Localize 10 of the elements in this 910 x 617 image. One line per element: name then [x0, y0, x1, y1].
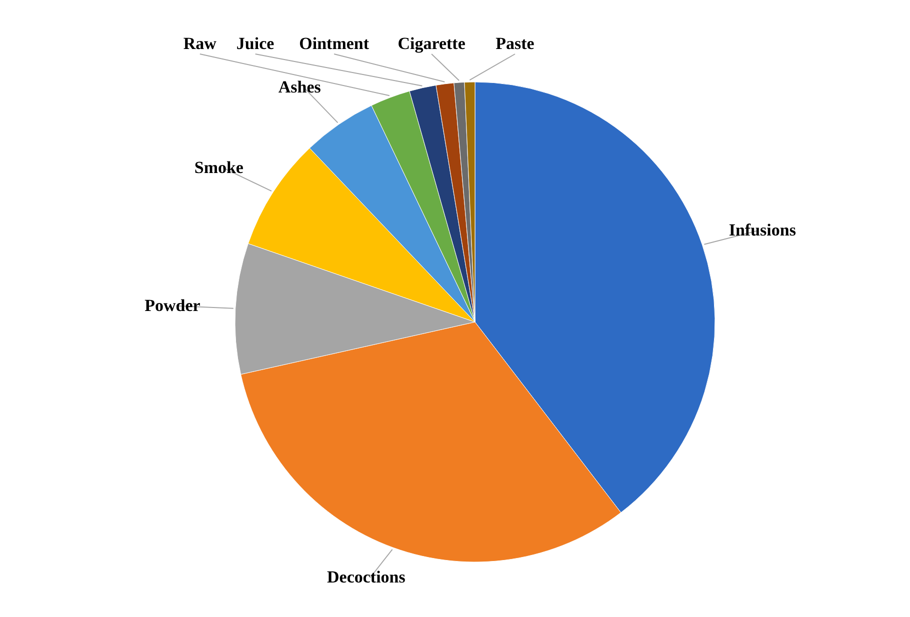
slice-label: Infusions — [728, 220, 796, 240]
slice-label: Ashes — [278, 77, 322, 96]
slice-label: Paste — [496, 34, 535, 53]
slice-label: Smoke — [194, 158, 244, 177]
slice-label: Decoctions — [327, 568, 406, 587]
slice-label: Raw — [183, 34, 218, 53]
slice-label: Ointment — [299, 34, 370, 53]
slice-label: Cigarette — [398, 34, 466, 53]
slice-label: Juice — [236, 34, 275, 53]
slice-label: Powder — [144, 296, 201, 315]
